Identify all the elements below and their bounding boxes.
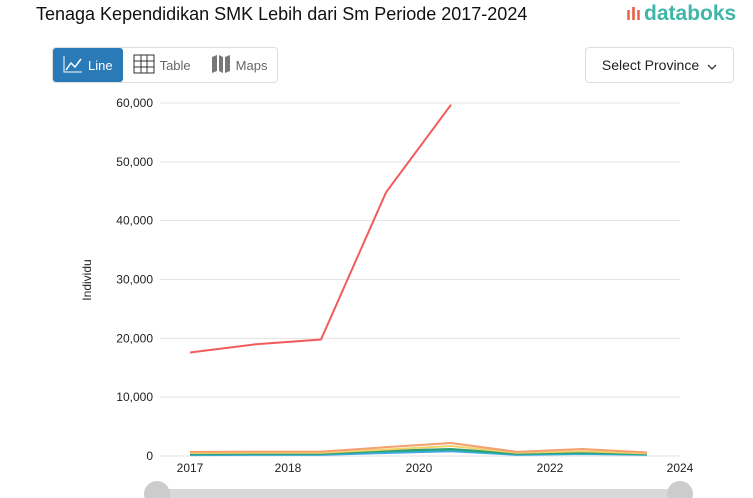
- y-tick-label: 50,000: [116, 155, 153, 169]
- y-tick-label: 60,000: [116, 96, 153, 110]
- table-icon: [133, 54, 155, 77]
- map-icon: [211, 54, 231, 77]
- tab-label: Line: [88, 57, 113, 73]
- range-slider-left-handle[interactable]: [144, 481, 170, 498]
- y-tick-label: 10,000: [116, 390, 153, 404]
- chevron-down-icon: [707, 57, 717, 73]
- tab-table[interactable]: Table: [123, 48, 201, 82]
- y-tick-label: 40,000: [116, 214, 153, 228]
- y-tick-label: 30,000: [116, 273, 153, 287]
- tab-line[interactable]: Line: [53, 48, 123, 82]
- series-line[interactable]: [189, 104, 452, 354]
- province-select[interactable]: Select Province: [585, 47, 734, 83]
- view-tabs: Line Table Maps: [52, 47, 279, 83]
- range-slider-track[interactable]: [160, 489, 680, 498]
- line-chart-icon: [63, 55, 83, 76]
- tab-maps[interactable]: Maps: [201, 48, 278, 82]
- y-tick-label: 20,000: [116, 331, 153, 345]
- province-select-label: Select Province: [601, 57, 700, 73]
- databoks-logo[interactable]: ıIı databoks: [626, 2, 736, 26]
- x-tick-label: 2024: [667, 461, 694, 475]
- y-tick-label: 0: [146, 449, 153, 463]
- x-tick-label: 2022: [537, 461, 564, 475]
- logo-bars-icon: ıIı: [626, 3, 642, 24]
- series-line[interactable]: [189, 442, 648, 454]
- tab-label: Table: [159, 57, 191, 73]
- series-line[interactable]: [189, 444, 648, 455]
- range-slider-right-handle[interactable]: [667, 481, 693, 498]
- x-tick-label: 2017: [177, 461, 204, 475]
- logo-text: databoks: [644, 2, 737, 25]
- chart-title: Tenaga Kependidikan SMK Lebih dari Sm Pe…: [36, 4, 528, 24]
- x-tick-label: 2018: [275, 461, 302, 475]
- tab-label: Maps: [235, 57, 268, 73]
- x-tick-label: 2020: [406, 461, 433, 475]
- y-axis-label: Individu: [80, 259, 94, 300]
